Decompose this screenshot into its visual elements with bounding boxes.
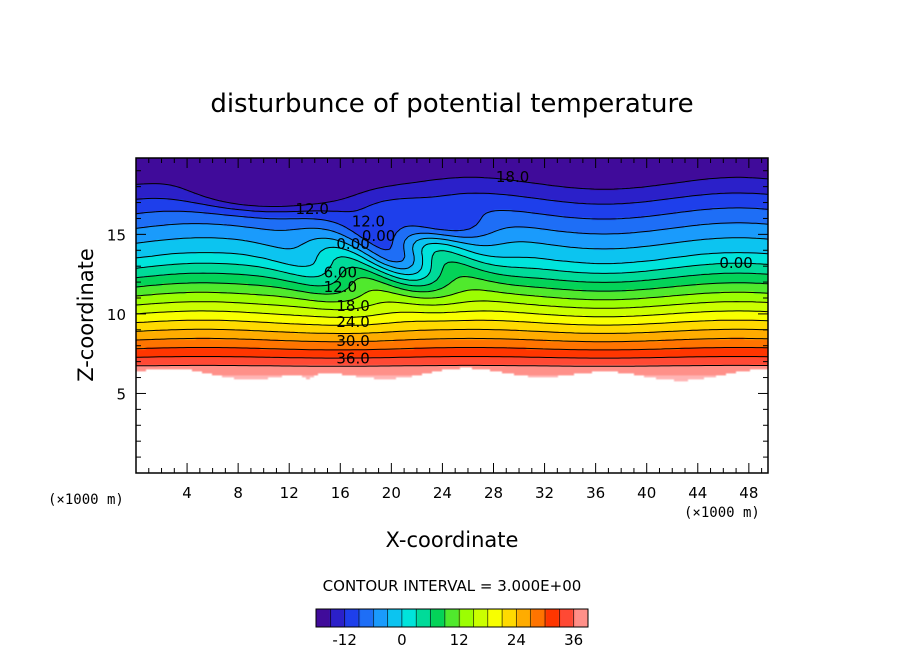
colorbar-frame — [315, 608, 589, 628]
contour-line-18 — [136, 310, 768, 318]
x-tick-label: 32 — [535, 484, 554, 502]
chart-title: disturbunce of potential temperature — [210, 89, 693, 119]
x-tick-label: 12 — [280, 484, 299, 502]
contour-label: 0.00 — [719, 254, 752, 272]
x-tick-label: 16 — [331, 484, 350, 502]
contour-line-24 — [136, 328, 768, 334]
contour-label: 0.00 — [336, 235, 369, 253]
contour-lines — [136, 176, 768, 367]
contour-label: 0.00 — [362, 227, 395, 245]
x-tick-label: 24 — [433, 484, 452, 502]
contour-line-6 — [136, 261, 768, 287]
plot-frame — [135, 157, 769, 474]
x-unit-label: (×1000 m) — [684, 505, 760, 521]
contour-line-15 — [136, 300, 768, 311]
contour-labels: 18.012.012.00.000.000.006.0012.018.024.0… — [295, 168, 752, 367]
y-tick-label: 5 — [116, 385, 126, 403]
x-tick-label: 20 — [382, 484, 401, 502]
contour-line-27 — [136, 337, 768, 343]
contour-label: 36.0 — [336, 350, 369, 368]
contour-label: 24.0 — [336, 313, 369, 331]
x-tick-label: 44 — [688, 484, 707, 502]
contour-line-3 — [136, 250, 768, 281]
contour-line-0 — [136, 242, 768, 276]
colorbar-tick-label: -12 — [332, 631, 357, 649]
colorbar-gradient — [316, 609, 588, 627]
y-axis-ticks: 5 10 15 — [107, 170, 768, 458]
plot-area: 18.012.012.00.000.000.006.0012.018.024.0… — [107, 157, 769, 502]
x-axis-ticks: 4 8 12 16 20 24 28 32 36 40 44 48 — [148, 158, 763, 502]
colorbar: -12 0 12 24 36 — [315, 608, 589, 649]
contour-label: 12.0 — [352, 213, 385, 231]
y-tick-label: 10 — [107, 306, 126, 324]
contour-line-30 — [136, 347, 768, 351]
colorbar-tick-label: 12 — [450, 631, 469, 649]
x-tick-label: 28 — [484, 484, 503, 502]
contour-line--9 — [136, 207, 768, 251]
y-axis-label: Z-coordinate — [74, 248, 98, 382]
contour-line-12 — [136, 289, 768, 303]
y-unit-label: (×1000 m) — [48, 492, 124, 508]
contour-label: 18.0 — [496, 168, 529, 186]
colorbar-ticks: -12 0 12 24 36 — [330, 609, 583, 649]
contour-line--12 — [136, 192, 768, 213]
contour-line--15 — [136, 176, 768, 207]
contour-label: 6.00 — [324, 264, 357, 282]
contour-label: 12.0 — [324, 278, 357, 296]
contour-label: 30.0 — [336, 332, 369, 350]
contour-line--6 — [136, 222, 768, 263]
y-tick-label: 15 — [107, 226, 126, 244]
contour-line-9 — [136, 276, 768, 295]
x-tick-label: 36 — [586, 484, 605, 502]
x-axis-label: X-coordinate — [386, 528, 519, 552]
x-tick-label: 40 — [637, 484, 656, 502]
contour-interval-text: CONTOUR INTERVAL = 3.000E+00 — [323, 577, 582, 595]
contour-line--3 — [136, 237, 768, 270]
colorbar-tick-label: 24 — [507, 631, 526, 649]
x-tick-label: 4 — [182, 484, 192, 502]
x-tick-label: 8 — [233, 484, 243, 502]
colorbar-tick-label: 36 — [564, 631, 583, 649]
temperature-field — [136, 158, 768, 473]
contour-label: 12.0 — [295, 200, 328, 218]
x-tick-label: 48 — [739, 484, 758, 502]
contour-line-33 — [136, 356, 768, 359]
contour-line-21 — [136, 319, 768, 326]
colorbar-tick-label: 0 — [397, 631, 407, 649]
contour-label: 18.0 — [336, 297, 369, 315]
contour-line-36 — [136, 364, 768, 367]
